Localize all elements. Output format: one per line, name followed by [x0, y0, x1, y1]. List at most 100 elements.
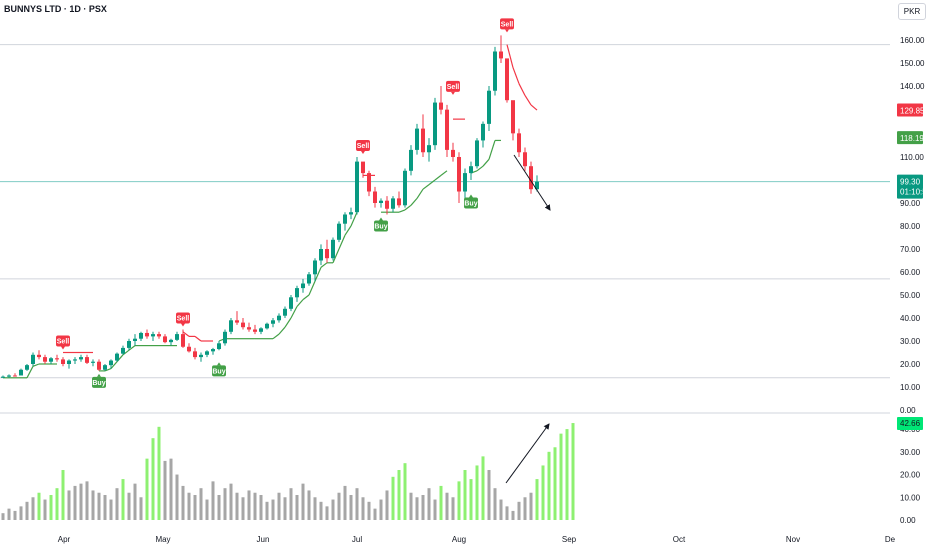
- volume-bar: [295, 495, 299, 520]
- volume-bar: [469, 479, 473, 520]
- signal-pointer: [505, 29, 509, 33]
- volume-bar: [349, 495, 353, 520]
- candle-body: [271, 320, 275, 324]
- volume-bar: [127, 492, 131, 520]
- trail-segment: [440, 170, 448, 176]
- volume-bar: [361, 497, 365, 520]
- volume-bar: [217, 495, 221, 520]
- price-badge: [897, 131, 923, 145]
- candle-body: [511, 100, 515, 134]
- buy-signal-label: Buy: [464, 201, 477, 208]
- volume-bar: [559, 433, 563, 520]
- price-badge-label: 99.30: [900, 178, 921, 187]
- candle-body: [409, 149, 413, 171]
- volume-badge-label: 42.66: [900, 419, 921, 428]
- candle-body: [295, 288, 299, 298]
- volume-bar: [379, 499, 383, 520]
- volume-bar: [487, 470, 491, 520]
- candle-body: [115, 353, 119, 361]
- volume-bar: [193, 495, 197, 520]
- volume-bar: [235, 492, 239, 520]
- candle-body: [487, 90, 491, 124]
- symbol-title[interactable]: BUNNYS LTD · 1D · PSX: [4, 4, 107, 14]
- volume-bar: [49, 495, 53, 520]
- trail-segment: [116, 354, 124, 363]
- volume-bar: [523, 497, 527, 520]
- volume-bar: [91, 490, 95, 520]
- price-tick-label: 80.00: [900, 222, 921, 231]
- trail-segment: [314, 267, 322, 282]
- candle-body: [355, 161, 359, 213]
- sell-signal-label: Sell: [357, 143, 370, 150]
- price-axis[interactable]: 0.00 10.00 20.00 30.00 40.00 50.00 60.00 70.00 8…: [900, 36, 925, 415]
- price-badge-label: 129.85: [900, 107, 925, 116]
- price-tick-label: 50.00: [900, 291, 921, 300]
- candle-body: [529, 166, 533, 190]
- candle-body: [367, 173, 371, 192]
- volume-bar: [325, 506, 329, 520]
- grid-layer: [0, 44, 890, 414]
- trail-segment: [104, 368, 112, 372]
- time-tick-label: Sep: [562, 535, 577, 544]
- candle-body: [457, 157, 461, 192]
- volume-bar: [475, 465, 479, 520]
- candle-body: [343, 214, 347, 224]
- candle-body: [415, 128, 419, 150]
- candle-body: [241, 322, 245, 328]
- signal-pointer: [379, 217, 383, 221]
- volume-bar: [31, 497, 35, 520]
- candle-body: [499, 51, 503, 59]
- sell-signal-marker: [446, 80, 460, 92]
- sell-signal-marker: [356, 140, 370, 151]
- trail-segment: [398, 209, 406, 213]
- candle-body: [121, 347, 125, 354]
- volume-bar: [259, 495, 263, 520]
- trail-segment: [32, 363, 40, 367]
- candle-body: [151, 334, 155, 337]
- trail-segment: [278, 326, 286, 335]
- volume-bar: [307, 490, 311, 520]
- volume-bar: [139, 497, 143, 520]
- candle-body: [103, 365, 107, 370]
- candle-body: [139, 332, 143, 339]
- price-badge: [897, 174, 923, 199]
- candle-body: [307, 274, 311, 284]
- volume-tick-label: 0.00: [900, 516, 916, 525]
- volume-bar: [1, 513, 5, 520]
- volume-bar: [79, 483, 83, 520]
- buy-signal-marker: [464, 197, 478, 209]
- candle-body: [481, 123, 485, 141]
- candle-body: [91, 361, 95, 363]
- candle-body: [337, 223, 341, 240]
- volume-bar: [97, 492, 101, 520]
- volume-bar: [511, 510, 515, 520]
- candle-body: [13, 375, 17, 377]
- volume-bar: [535, 479, 539, 520]
- trail-segment: [482, 158, 490, 167]
- volume-bar: [337, 492, 341, 520]
- price-tick-label: 150.00: [900, 59, 925, 68]
- signal-pointer: [97, 373, 101, 377]
- volume-bar: [85, 481, 89, 520]
- volume-bar: [367, 501, 371, 520]
- candle-body: [223, 331, 227, 344]
- currency-button[interactable]: PKR: [898, 3, 926, 20]
- signal-pointer: [469, 194, 473, 198]
- down-trend-arrow: [513, 154, 551, 211]
- volume-bar: [553, 447, 557, 520]
- candle-body: [181, 334, 185, 347]
- candle-body: [229, 320, 233, 332]
- candle-body: [403, 170, 407, 206]
- volume-bar: [505, 506, 509, 520]
- candle-body: [31, 354, 35, 364]
- trail-segment: [488, 140, 496, 160]
- time-tick-label: Jul: [352, 535, 362, 544]
- trail-segment: [518, 83, 526, 96]
- signal-pointer: [61, 346, 65, 350]
- time-axis[interactable]: Apr May Jun Jul Aug Sep Oct Nov De: [58, 535, 896, 544]
- volume-bar: [253, 492, 257, 520]
- volume-bar: [241, 497, 245, 520]
- volume-bar: [163, 460, 167, 520]
